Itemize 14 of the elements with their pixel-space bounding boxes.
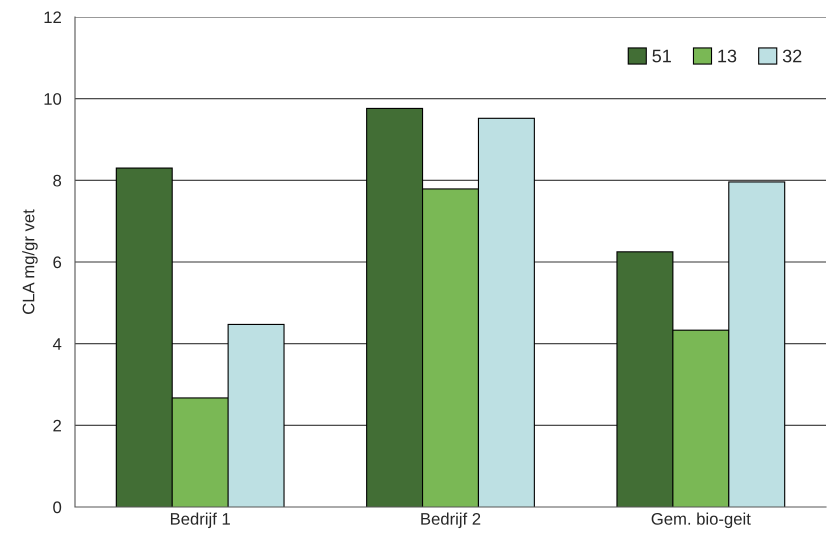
y-tick-label: 6 (53, 256, 62, 268)
y-tick-label: 10 (44, 93, 62, 105)
x-tick-label: Bedrijf 1 (170, 512, 230, 528)
legend-label: 32 (782, 50, 802, 62)
x-tick-label: Bedrijf 2 (421, 512, 480, 528)
y-tick-label: 4 (52, 338, 62, 350)
y-tick-label: 8 (53, 174, 62, 187)
x-tick-label: Gem. bio-geit (652, 512, 751, 528)
y-axis-title: CLA mg/gr vet (22, 209, 38, 314)
legend-label: 51 (652, 50, 671, 62)
legend-label: 13 (718, 50, 736, 62)
y-tick-label: 12 (44, 11, 61, 24)
y-tick-label: 0 (53, 501, 62, 514)
y-tick-label: 2 (53, 420, 61, 432)
